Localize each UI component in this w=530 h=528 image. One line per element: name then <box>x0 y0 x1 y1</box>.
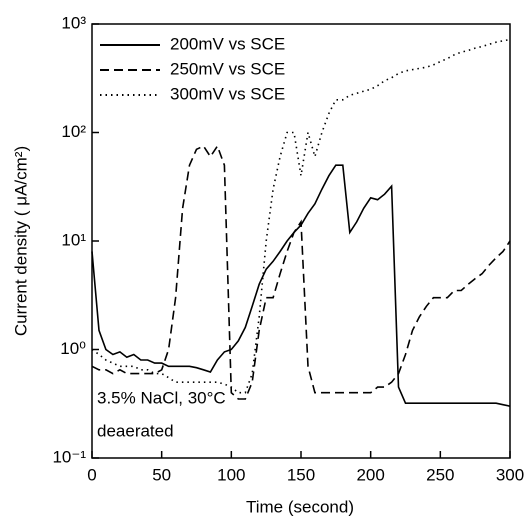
x-tick-label: 200 <box>356 465 384 484</box>
x-tick-label: 150 <box>287 465 315 484</box>
y-tick-label: 10⁻¹ <box>52 447 86 466</box>
y-tick-label: 10¹ <box>61 230 86 249</box>
series-line <box>91 144 511 400</box>
y-tick-label: 10³ <box>61 13 86 32</box>
legend-label: 200mV vs SCE <box>170 34 285 53</box>
y-tick-label: 10⁰ <box>60 339 86 358</box>
x-tick-label: 250 <box>426 465 454 484</box>
x-tick-label: 300 <box>496 465 524 484</box>
y-axis-label: Current density ( μA/cm²) <box>11 146 30 336</box>
x-tick-label: 50 <box>152 465 171 484</box>
y-tick-label: 10² <box>61 122 86 141</box>
legend-label: 300mV vs SCE <box>170 84 285 103</box>
annotation: deaerated <box>97 421 174 440</box>
x-tick-label: 100 <box>217 465 245 484</box>
legend-label: 250mV vs SCE <box>170 59 285 78</box>
annotation: 3.5% NaCl, 30°C <box>97 388 226 407</box>
x-axis-label: Time (second) <box>246 497 354 516</box>
series-line <box>91 164 511 407</box>
series-line <box>91 38 511 394</box>
x-tick-label: 0 <box>87 465 96 484</box>
